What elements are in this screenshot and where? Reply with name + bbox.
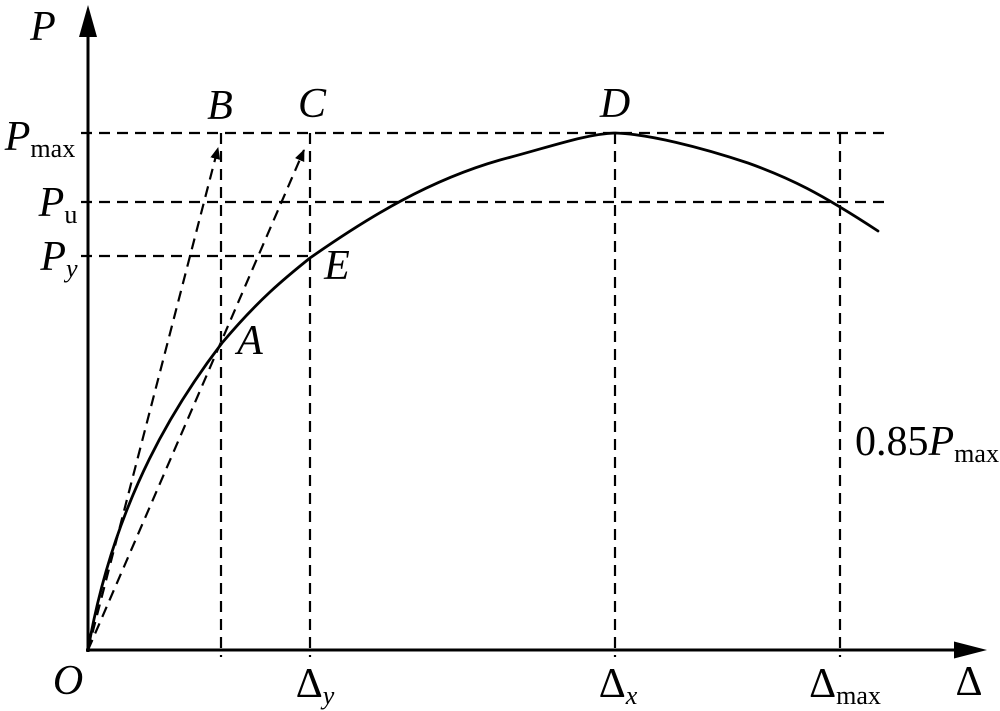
x-axis-title: Δ (955, 659, 983, 705)
y-axis-title: P (30, 4, 56, 50)
point-label-D: D (599, 81, 631, 127)
annotation-085pmax: 0.85Pmax (855, 419, 999, 467)
delta-max-sub: max (836, 681, 881, 711)
point-label-A: A (237, 318, 263, 364)
delta-y-main: Δ (295, 661, 323, 707)
delta-max-main: Δ (809, 661, 837, 707)
pu-sub: u (64, 200, 78, 230)
delta-y-sub: y (322, 681, 335, 711)
pmax-tick-label: Pmax (4, 114, 75, 162)
initial-tangent-OB-dashed-line (86, 147, 221, 651)
y-axis-arrow-icon (79, 5, 97, 37)
origin-label: O (52, 658, 84, 704)
annotation-main: P (928, 419, 955, 465)
delta-y-tick-label: Δy (295, 661, 335, 709)
point-label-C: C (297, 81, 327, 127)
point-label-B: B (207, 83, 233, 129)
load-displacement-curve (86, 131, 880, 652)
delta-max-tick-label: Δmax (809, 661, 881, 709)
x-axis-arrow-icon (954, 641, 987, 659)
annotation-prefix: 0.85 (855, 419, 929, 465)
pu-tick-label: Pu (38, 180, 78, 228)
pmax-main: P (4, 114, 31, 160)
point-label-E: E (324, 243, 350, 289)
py-main: P (40, 234, 67, 280)
delta-x-sub: x (625, 681, 638, 711)
delta-x-main: Δ (598, 661, 626, 707)
pmax-sub: max (30, 134, 76, 164)
py-sub: y (66, 254, 78, 284)
pu-main: P (38, 180, 65, 226)
py-tick-label: Py (40, 234, 77, 282)
secant-OAC-dashed-line (86, 149, 306, 651)
annotation-sub: max (954, 439, 999, 469)
delta-x-tick-label: Δx (598, 661, 638, 709)
